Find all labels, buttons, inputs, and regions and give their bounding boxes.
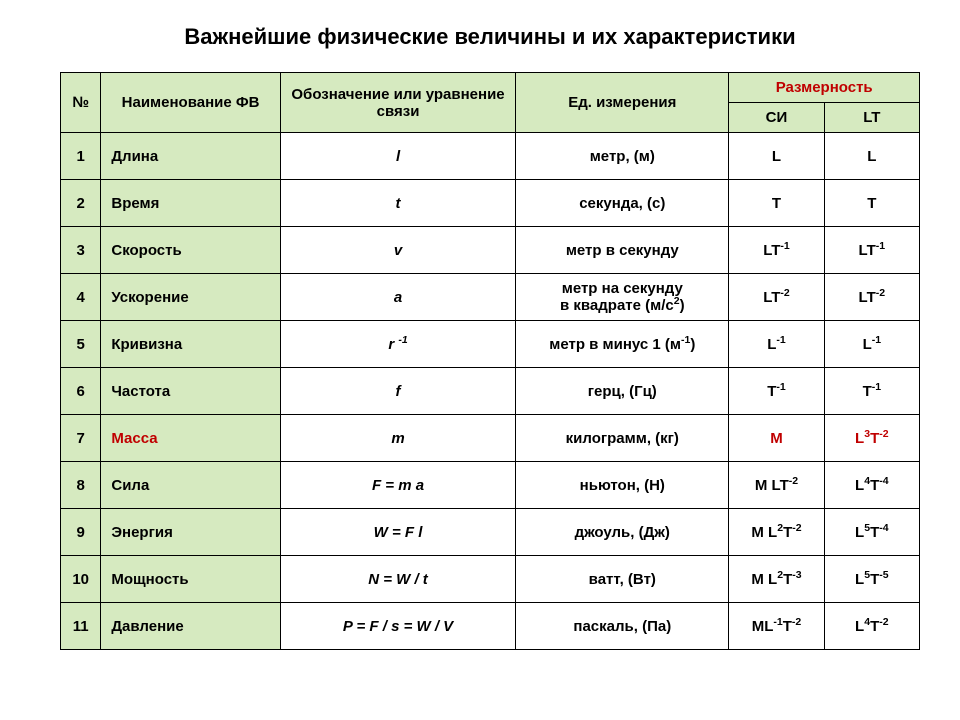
table-row: 6Частотаfгерц, (Гц)T-1T-1	[61, 368, 920, 415]
col-header-name: Наименование ФВ	[101, 73, 280, 133]
row-number: 2	[61, 180, 101, 227]
table-row: 2Времяtсекунда, (с)TT	[61, 180, 920, 227]
row-number: 9	[61, 509, 101, 556]
row-name: Частота	[101, 368, 280, 415]
col-header-eq: Обозначение или уравнение связи	[280, 73, 515, 133]
table-row: 1Длинаlметр, (м)LL	[61, 133, 920, 180]
row-equation: N = W / t	[280, 556, 515, 603]
row-dim-si: LT-2	[729, 274, 824, 321]
row-equation: P = F / s = W / V	[280, 603, 515, 650]
table-row: 9ЭнергияW = F lджоуль, (Дж)M L2T-2L5T-4	[61, 509, 920, 556]
row-name: Энергия	[101, 509, 280, 556]
row-dim-lt: L5T-4	[824, 509, 919, 556]
row-unit: метр в минус 1 (м-1)	[516, 321, 729, 368]
row-unit: килограмм, (кг)	[516, 415, 729, 462]
row-dim-lt: L5T-5	[824, 556, 919, 603]
row-name: Скорость	[101, 227, 280, 274]
row-equation: W = F l	[280, 509, 515, 556]
table-row: 5Кривизнаr -1метр в минус 1 (м-1)L-1L-1	[61, 321, 920, 368]
row-name: Длина	[101, 133, 280, 180]
row-dim-si: M	[729, 415, 824, 462]
page-title: Важнейшие физические величины и их харак…	[60, 24, 920, 50]
row-unit: герц, (Гц)	[516, 368, 729, 415]
table-row: 11ДавлениеP = F / s = W / Vпаскаль, (Па)…	[61, 603, 920, 650]
row-dim-si: M L2T-3	[729, 556, 824, 603]
page-root: Важнейшие физические величины и их харак…	[0, 0, 960, 670]
row-number: 1	[61, 133, 101, 180]
row-unit: ватт, (Вт)	[516, 556, 729, 603]
row-unit: ньютон, (Н)	[516, 462, 729, 509]
table-row: 8СилаF = m aньютон, (Н)M LT-2L4T-4	[61, 462, 920, 509]
row-equation: m	[280, 415, 515, 462]
table-row: 10МощностьN = W / tватт, (Вт)M L2T-3L5T-…	[61, 556, 920, 603]
row-dim-si: M LT-2	[729, 462, 824, 509]
row-unit: паскаль, (Па)	[516, 603, 729, 650]
row-dim-si: L	[729, 133, 824, 180]
row-dim-si: LT-1	[729, 227, 824, 274]
table-head: № Наименование ФВ Обозначение или уравне…	[61, 73, 920, 133]
row-equation: a	[280, 274, 515, 321]
row-dim-si: M L2T-2	[729, 509, 824, 556]
row-dim-lt: LT-1	[824, 227, 919, 274]
row-number: 7	[61, 415, 101, 462]
row-unit: метр на секунду в квадрате (м/с2)	[516, 274, 729, 321]
row-name: Масса	[101, 415, 280, 462]
row-dim-si: T-1	[729, 368, 824, 415]
row-unit: метр, (м)	[516, 133, 729, 180]
row-dim-lt: T-1	[824, 368, 919, 415]
row-name: Кривизна	[101, 321, 280, 368]
table-row: 3Скоростьvметр в секундуLT-1LT-1	[61, 227, 920, 274]
col-header-lt: LT	[824, 103, 919, 133]
row-unit: секунда, (с)	[516, 180, 729, 227]
row-name: Время	[101, 180, 280, 227]
col-header-num: №	[61, 73, 101, 133]
row-equation: v	[280, 227, 515, 274]
col-header-dimension: Размерность	[729, 73, 920, 103]
table-body: 1Длинаlметр, (м)LL2Времяtсекунда, (с)TT3…	[61, 133, 920, 650]
row-number: 4	[61, 274, 101, 321]
row-equation: f	[280, 368, 515, 415]
row-dim-lt: L4T-2	[824, 603, 919, 650]
quantities-table: № Наименование ФВ Обозначение или уравне…	[60, 72, 920, 650]
row-number: 8	[61, 462, 101, 509]
row-number: 5	[61, 321, 101, 368]
row-number: 6	[61, 368, 101, 415]
row-unit: метр в секунду	[516, 227, 729, 274]
row-name: Ускорение	[101, 274, 280, 321]
row-number: 11	[61, 603, 101, 650]
col-header-unit: Ед. измерения	[516, 73, 729, 133]
row-equation: F = m a	[280, 462, 515, 509]
row-number: 10	[61, 556, 101, 603]
row-equation: l	[280, 133, 515, 180]
row-dim-si: ML-1T-2	[729, 603, 824, 650]
row-equation: t	[280, 180, 515, 227]
row-unit: джоуль, (Дж)	[516, 509, 729, 556]
table-row: 4Ускорениеaметр на секунду в квадрате (м…	[61, 274, 920, 321]
table-row: 7Массаmкилограмм, (кг)ML3T-2	[61, 415, 920, 462]
row-dim-si: L-1	[729, 321, 824, 368]
row-dim-si: T	[729, 180, 824, 227]
row-number: 3	[61, 227, 101, 274]
row-name: Сила	[101, 462, 280, 509]
row-dim-lt: L4T-4	[824, 462, 919, 509]
row-dim-lt: L	[824, 133, 919, 180]
row-dim-lt: L3T-2	[824, 415, 919, 462]
row-dim-lt: LT-2	[824, 274, 919, 321]
row-dim-lt: L-1	[824, 321, 919, 368]
row-name: Мощность	[101, 556, 280, 603]
col-header-si: СИ	[729, 103, 824, 133]
row-name: Давление	[101, 603, 280, 650]
row-equation: r -1	[280, 321, 515, 368]
row-dim-lt: T	[824, 180, 919, 227]
